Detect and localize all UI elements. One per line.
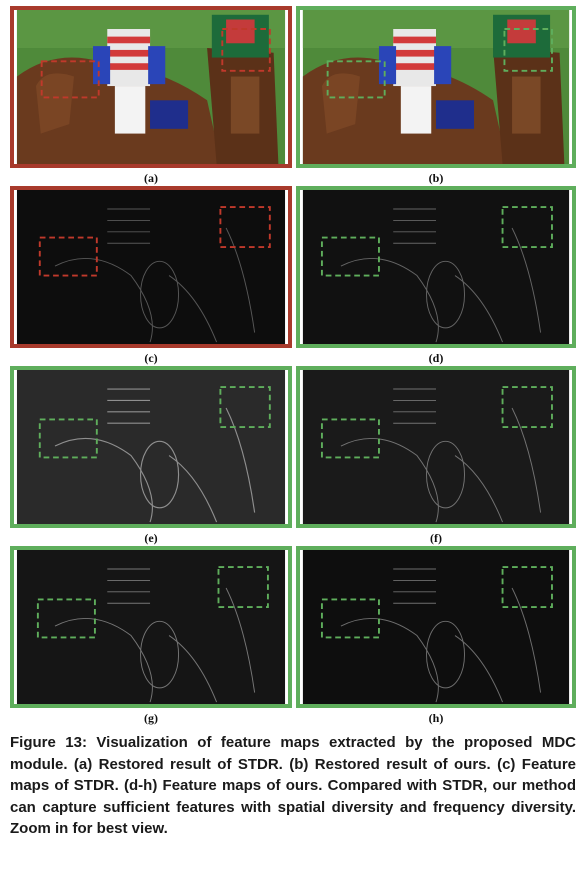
- photo-a: [16, 10, 286, 164]
- panel-g-feature-map: [10, 546, 292, 708]
- photo-b: [302, 10, 570, 164]
- panel-e-label: (e): [144, 531, 158, 545]
- panel-h-label: (h): [428, 711, 444, 725]
- feature-map-e: [16, 370, 286, 524]
- panel-b-label: (b): [428, 171, 444, 185]
- feature-map-f: [302, 370, 570, 524]
- panel-f-label: (f): [430, 531, 442, 545]
- panel-c-feature-map-stdr: [10, 186, 292, 348]
- feature-map-d: [302, 190, 570, 344]
- feature-map-g: [16, 550, 286, 704]
- panel-e-feature-map: [10, 366, 292, 528]
- figure-caption: Figure 13: Visualization of feature maps…: [10, 734, 576, 837]
- feature-map-c: [16, 190, 286, 344]
- panel-g-label: (g): [144, 711, 158, 725]
- panel-b-restored-ours: [296, 6, 576, 168]
- feature-map-h: [302, 550, 570, 704]
- panel-h-feature-map: [296, 546, 576, 708]
- panel-d-label: (d): [428, 351, 444, 365]
- panel-a-restored-stdr: [10, 6, 292, 168]
- panel-f-feature-map: [296, 366, 576, 528]
- panel-c-label: (c): [144, 351, 158, 365]
- panel-d-feature-map: [296, 186, 576, 348]
- panel-a-label: (a): [144, 171, 158, 185]
